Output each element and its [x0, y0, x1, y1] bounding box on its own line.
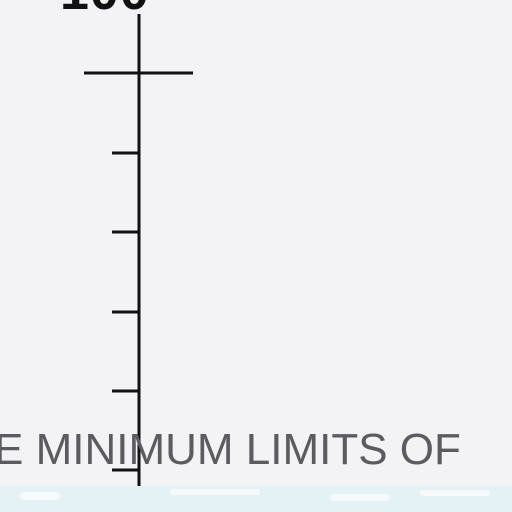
caption-text: E MINIMUM LIMITS OF [0, 425, 461, 474]
bottom-color-band [0, 486, 512, 512]
axis-top-value: 100 [60, 0, 150, 22]
